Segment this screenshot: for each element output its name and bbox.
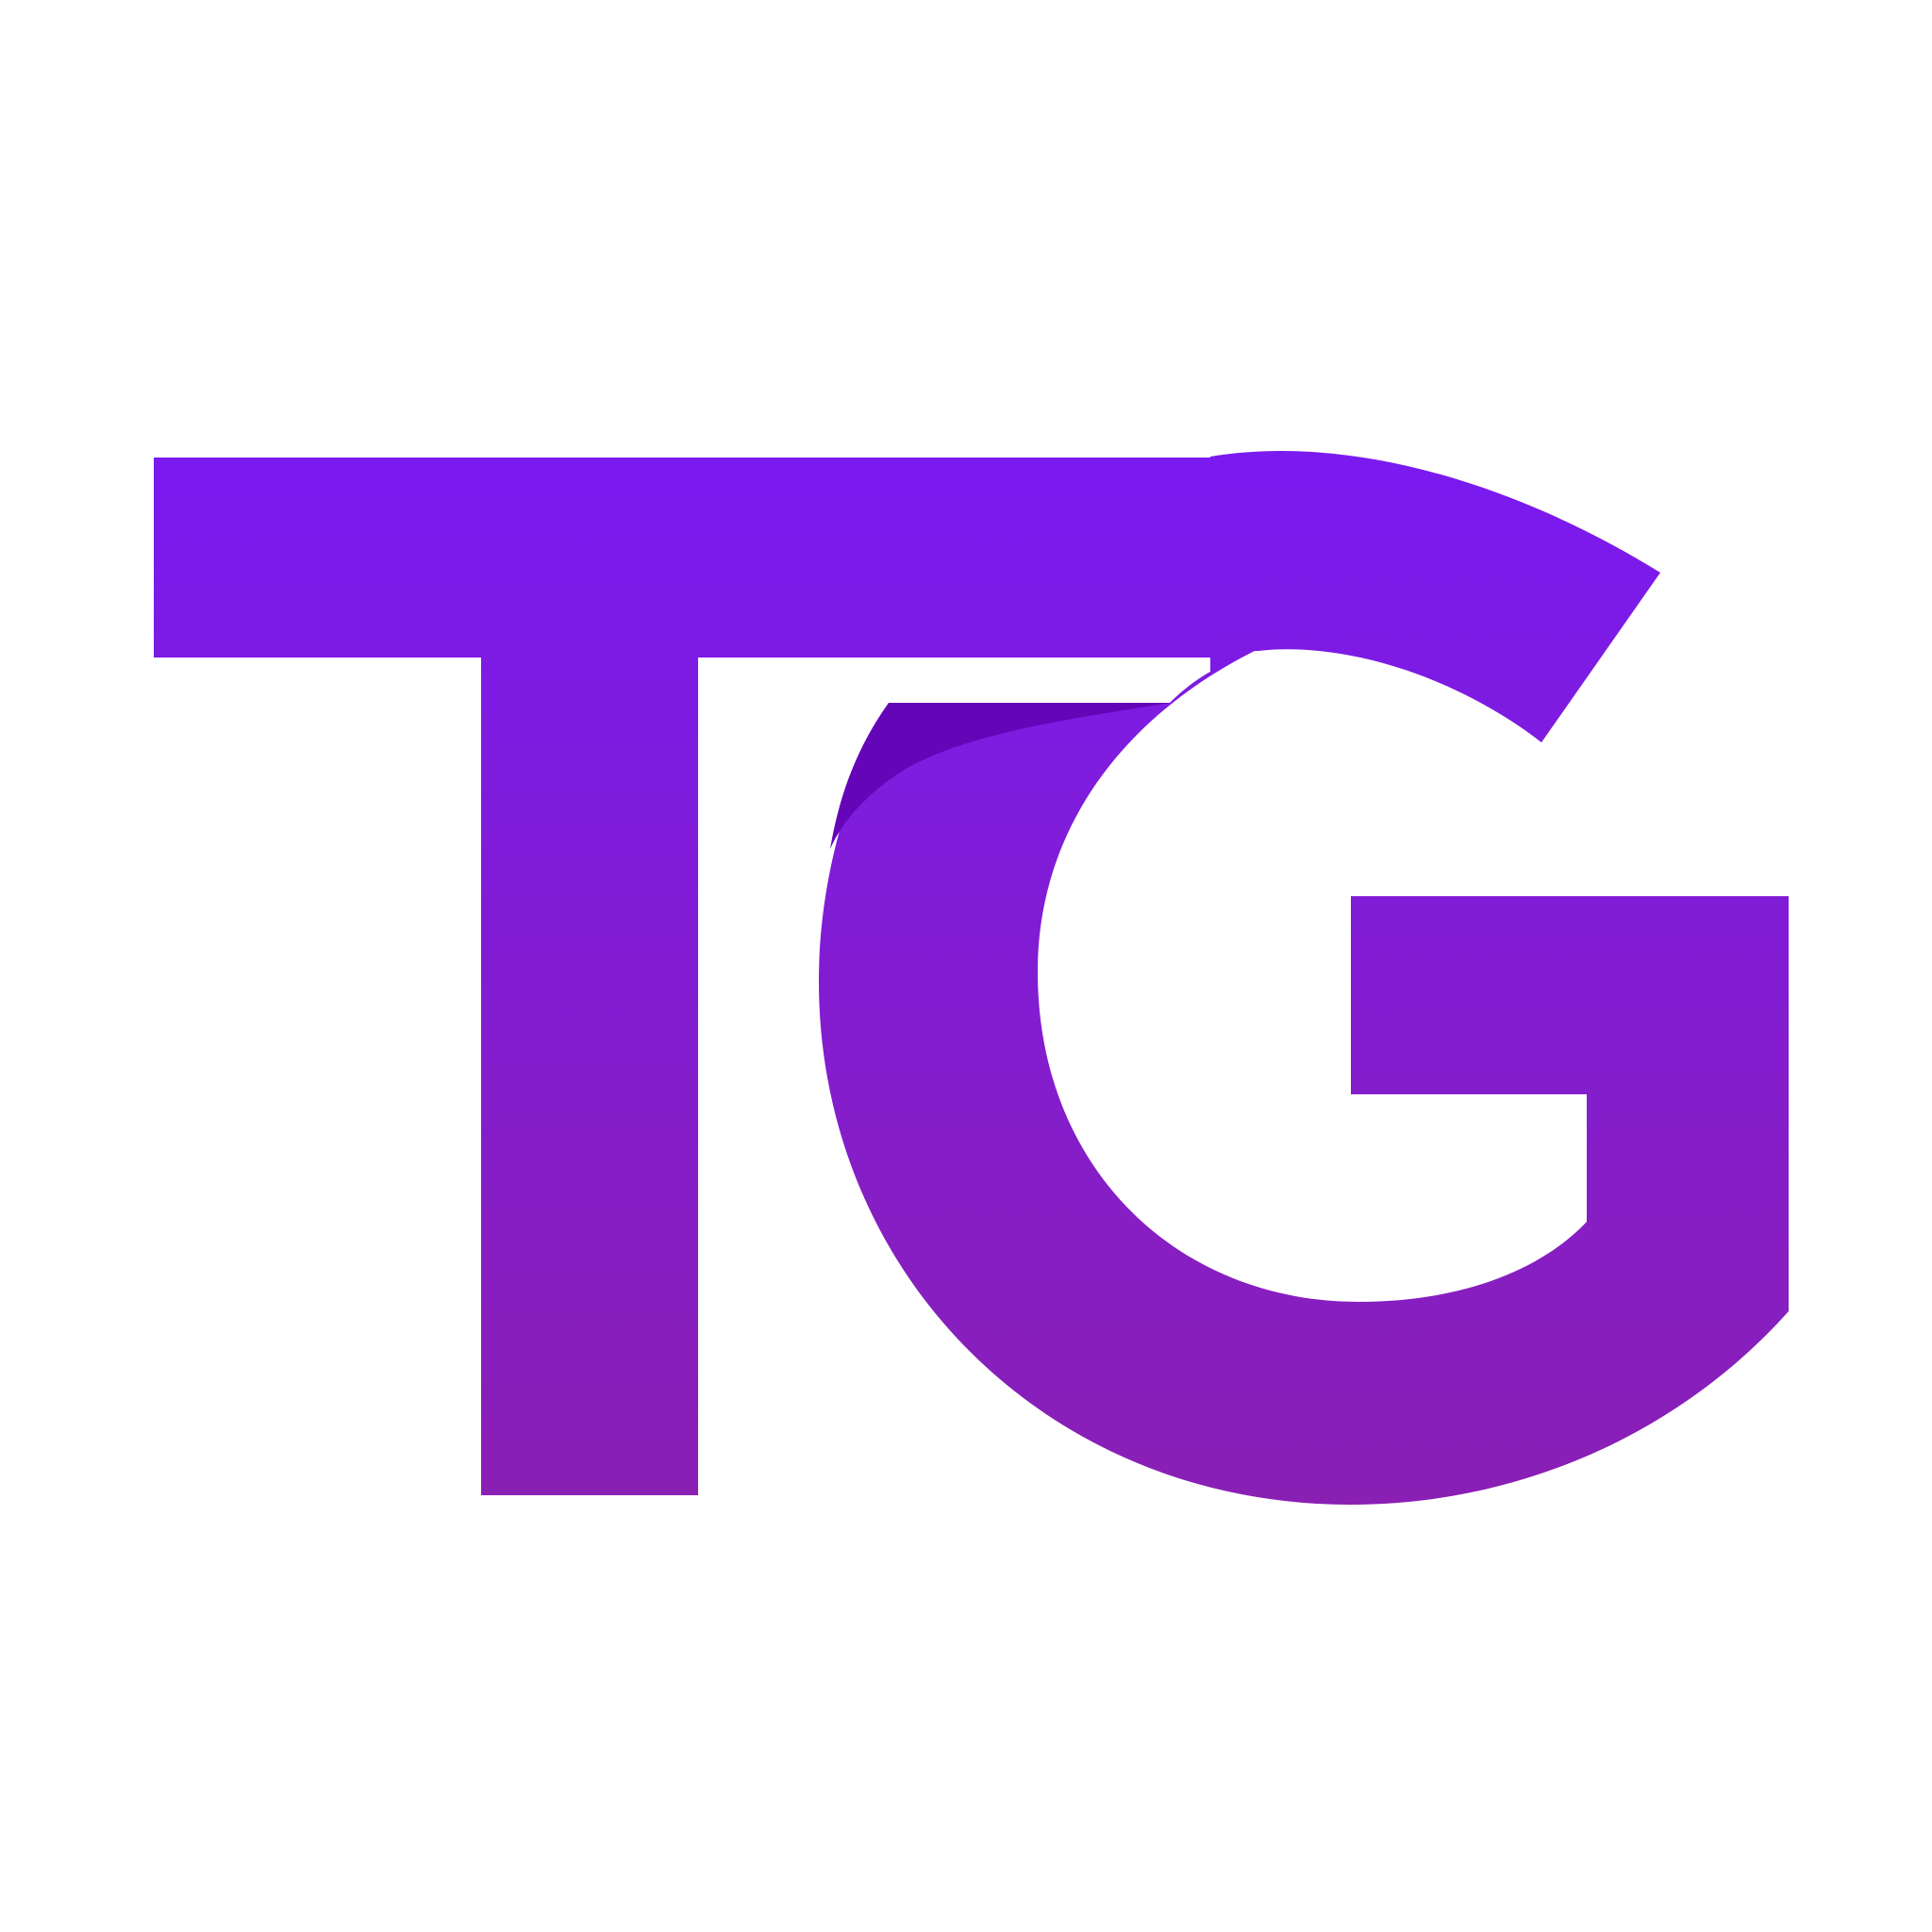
letter-g <box>819 451 1789 1506</box>
letter-g-fold <box>830 703 1170 849</box>
letter-t <box>154 458 1210 1495</box>
letter-t-shape <box>154 458 1210 1495</box>
